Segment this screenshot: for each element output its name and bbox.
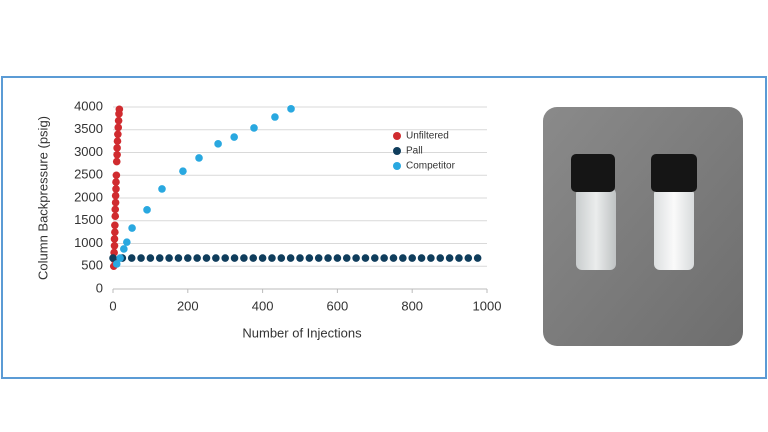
point [158, 185, 166, 193]
point [250, 124, 258, 132]
point [120, 245, 128, 253]
point [155, 254, 164, 262]
y-tick-label: 4000 [74, 98, 103, 113]
point [113, 150, 121, 159]
point [324, 254, 332, 262]
point [436, 254, 445, 262]
point [111, 198, 120, 207]
y-tick-label: 1500 [74, 212, 103, 227]
point [417, 254, 426, 262]
point [408, 254, 417, 262]
point [268, 254, 276, 262]
point [202, 254, 211, 262]
x-axis-label: Number of Injections [242, 325, 362, 340]
point [271, 113, 279, 121]
point [455, 254, 463, 262]
legend-marker [393, 132, 401, 140]
point [116, 254, 124, 262]
point [277, 254, 286, 262]
y-tick-label: 500 [81, 258, 103, 273]
point [473, 254, 482, 262]
legend-label: Competitor [406, 161, 456, 172]
point [193, 254, 201, 262]
point [110, 235, 119, 243]
point [110, 241, 119, 250]
point [287, 105, 295, 113]
point [123, 238, 131, 246]
x-tick-label: 1000 [473, 298, 502, 313]
y-tick-label: 2000 [74, 189, 103, 204]
x-tick-label: 600 [327, 298, 349, 313]
point [165, 254, 173, 262]
point [195, 154, 203, 162]
x-tick-label: 800 [401, 298, 423, 313]
point [114, 130, 122, 139]
point [214, 140, 222, 148]
point [445, 254, 454, 262]
point [112, 178, 120, 186]
x-tick-label: 400 [252, 298, 274, 313]
photo [543, 107, 743, 346]
point [286, 254, 295, 262]
legend-marker [393, 162, 401, 170]
point [380, 254, 388, 262]
point [258, 254, 267, 262]
point [314, 254, 323, 262]
point [333, 254, 342, 262]
point [127, 254, 136, 262]
point [305, 254, 314, 262]
point [114, 123, 123, 132]
point [221, 254, 229, 262]
point [115, 105, 124, 114]
point [111, 221, 119, 230]
point [112, 157, 121, 166]
point [111, 205, 120, 214]
y-tick-label: 2500 [74, 167, 103, 182]
point [128, 224, 136, 232]
point [296, 254, 304, 262]
point [464, 254, 473, 262]
point [427, 254, 435, 262]
point [371, 254, 379, 262]
point [114, 116, 123, 125]
point [399, 254, 407, 262]
point [113, 144, 121, 152]
point [361, 254, 370, 262]
point [112, 171, 121, 180]
legend-marker [393, 147, 401, 155]
point [146, 254, 155, 262]
x-tick-label: 200 [177, 298, 199, 313]
point [230, 133, 238, 141]
point [184, 254, 192, 262]
point [240, 254, 248, 262]
point [230, 254, 239, 262]
y-tick-label: 1000 [74, 235, 103, 250]
point [112, 260, 121, 268]
point [143, 206, 151, 214]
legend-label: Unfiltered [406, 131, 449, 142]
legend-label: Pall [406, 146, 423, 157]
point [111, 228, 119, 236]
x-tick-label: 0 [109, 298, 116, 313]
point [342, 254, 351, 262]
y-tick-label: 3000 [74, 144, 103, 159]
y-axis-label: Column Backpressure (psig) [35, 116, 50, 280]
point [212, 254, 220, 262]
point [111, 212, 120, 220]
point [352, 254, 360, 262]
point [179, 167, 187, 175]
point [137, 254, 145, 262]
point [174, 254, 183, 262]
y-tick-label: 3500 [74, 121, 103, 136]
point [111, 191, 120, 200]
point [112, 185, 120, 193]
point [113, 137, 122, 145]
point [109, 254, 117, 262]
point [249, 254, 258, 262]
point [389, 254, 398, 262]
y-tick-label: 0 [96, 280, 103, 295]
